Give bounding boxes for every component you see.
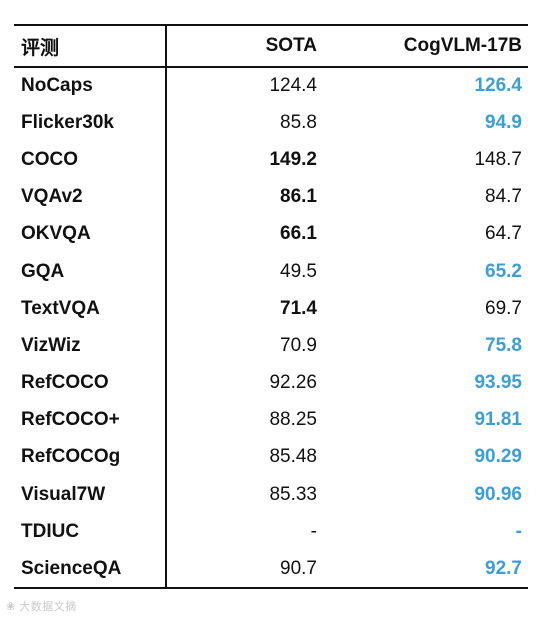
watermark-text: 大数据文摘 bbox=[19, 601, 77, 613]
sota-score: 88.25 bbox=[269, 409, 317, 431]
benchmark-name: ScienceQA bbox=[14, 550, 167, 589]
cogvlm-score: 91.81 bbox=[474, 409, 522, 431]
cogvlm-score: 94.9 bbox=[485, 111, 522, 133]
sota-score: - bbox=[310, 520, 317, 542]
cogvlm-score: 90.96 bbox=[474, 483, 522, 505]
benchmark-results-table: 评测 SOTA CogVLM-17B NoCaps 124.4 126.4 Flick… bbox=[14, 24, 528, 589]
table-row: Visual7W 85.33 90.96 bbox=[14, 476, 528, 514]
table-row: TDIUC - - bbox=[14, 513, 528, 551]
sota-score: 70.9 bbox=[280, 334, 317, 356]
sota-score: 66.1 bbox=[280, 223, 317, 245]
cogvlm-score: 69.7 bbox=[485, 297, 522, 319]
table-row: ScienceQA 90.7 92.7 bbox=[14, 550, 528, 589]
table-row: VizWiz 70.9 75.8 bbox=[14, 327, 528, 365]
table-row: GQA 49.5 65.2 bbox=[14, 252, 528, 291]
table-body: NoCaps 124.4 126.4 Flicker30k 85.8 94.9 COCO 14… bbox=[14, 67, 528, 589]
benchmark-name: GQA bbox=[14, 252, 167, 291]
benchmark-name: TDIUC bbox=[14, 513, 167, 551]
benchmark-name: Visual7W bbox=[14, 476, 167, 514]
results-table-container: 评测 SOTA CogVLM-17B NoCaps 124.4 126.4 Flick… bbox=[14, 24, 528, 589]
cogvlm-score: 84.7 bbox=[485, 186, 522, 208]
cogvlm-score: 92.7 bbox=[330, 550, 528, 589]
table-row: TextVQA 71.4 69.7 bbox=[14, 290, 528, 328]
cogvlm-score: 93.95 bbox=[474, 372, 522, 394]
sota-score: 85.48 bbox=[269, 446, 317, 468]
benchmark-name: RefCOCO bbox=[14, 364, 167, 402]
benchmark-name: OKVQA bbox=[14, 215, 167, 253]
cogvlm-score: 75.8 bbox=[485, 334, 522, 356]
sota-score: 124.4 bbox=[269, 75, 317, 97]
sota-score: 49.5 bbox=[280, 260, 317, 282]
benchmark-name: TextVQA bbox=[14, 290, 167, 328]
benchmark-name: COCO bbox=[14, 141, 167, 179]
table-row: RefCOCOg 85.48 90.29 bbox=[14, 438, 528, 477]
cogvlm-score: 65.2 bbox=[485, 260, 522, 282]
header-benchmark: 评测 bbox=[14, 24, 167, 68]
watermark: ❀ 大数据文摘 bbox=[6, 598, 77, 614]
watermark-logo-icon: ❀ bbox=[6, 601, 20, 613]
table-row: VQAv2 86.1 84.7 bbox=[14, 178, 528, 216]
table-row: NoCaps 124.4 126.4 bbox=[14, 67, 528, 105]
benchmark-name: RefCOCO+ bbox=[14, 401, 167, 439]
benchmark-name: RefCOCOg bbox=[14, 438, 167, 477]
table-row: RefCOCO 92.26 93.95 bbox=[14, 364, 528, 402]
sota-score: 90.7 bbox=[166, 550, 330, 589]
cogvlm-score: - bbox=[515, 520, 522, 542]
cogvlm-score: 64.7 bbox=[485, 223, 522, 245]
benchmark-name: VizWiz bbox=[14, 327, 167, 365]
sota-score: 92.26 bbox=[269, 372, 317, 394]
header-sota: SOTA bbox=[166, 24, 330, 68]
cogvlm-score: 126.4 bbox=[474, 75, 522, 97]
table-row: RefCOCO+ 88.25 91.81 bbox=[14, 401, 528, 439]
sota-score: 86.1 bbox=[280, 186, 317, 208]
table-header: 评测 SOTA CogVLM-17B bbox=[14, 24, 528, 68]
benchmark-name: VQAv2 bbox=[14, 178, 167, 216]
header-cogvlm: CogVLM-17B bbox=[330, 24, 528, 68]
sota-score: 149.2 bbox=[269, 148, 317, 170]
cogvlm-score: 148.7 bbox=[474, 148, 522, 170]
sota-score: 85.33 bbox=[269, 483, 317, 505]
sota-score: 85.8 bbox=[280, 111, 317, 133]
benchmark-name: Flicker30k bbox=[14, 104, 167, 142]
cogvlm-score: 90.29 bbox=[474, 446, 522, 468]
table-row: OKVQA 66.1 64.7 bbox=[14, 215, 528, 253]
header-row: 评测 SOTA CogVLM-17B bbox=[14, 24, 528, 68]
table-row: COCO 149.2 148.7 bbox=[14, 141, 528, 179]
sota-score: 71.4 bbox=[280, 297, 317, 319]
table-row: Flicker30k 85.8 94.9 bbox=[14, 104, 528, 142]
benchmark-name: NoCaps bbox=[14, 67, 167, 105]
